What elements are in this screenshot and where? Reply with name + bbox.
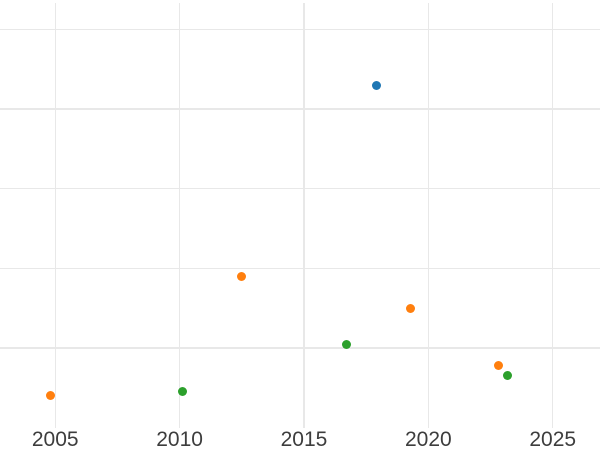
gridline-vertical <box>54 3 56 428</box>
gridline-vertical <box>178 3 181 428</box>
x-tick-label: 2020 <box>404 428 452 450</box>
data-point-series-orange <box>406 303 416 313</box>
data-point-series-green <box>503 371 513 381</box>
gridline-horizontal <box>0 108 600 110</box>
gridline-horizontal <box>0 187 600 190</box>
gridline-vertical <box>303 3 305 428</box>
gridline-horizontal <box>0 267 600 269</box>
gridline-horizontal <box>0 347 600 349</box>
data-point-series-blue <box>371 80 381 90</box>
data-point-series-orange <box>493 360 503 370</box>
x-tick-label: 2005 <box>31 428 79 450</box>
x-tick-label: 2015 <box>280 428 328 450</box>
x-tick-label: 2025 <box>529 428 577 450</box>
data-point-series-green <box>341 340 351 350</box>
gridline-vertical <box>427 3 430 428</box>
x-tick-label: 2010 <box>156 428 203 450</box>
gridline-vertical <box>552 3 554 428</box>
data-point-series-orange <box>45 391 55 401</box>
gridline-horizontal <box>0 28 600 30</box>
data-point-series-green <box>177 387 187 397</box>
data-point-series-orange <box>237 272 247 282</box>
